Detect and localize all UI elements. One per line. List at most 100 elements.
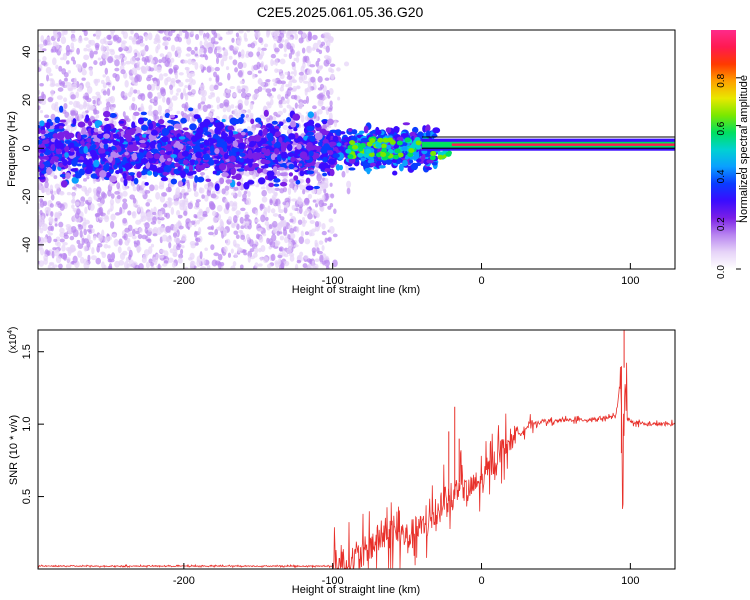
spectrogram-blob xyxy=(237,128,243,132)
spectrogram-blob xyxy=(308,31,312,37)
spectrogram-blob xyxy=(49,83,56,88)
spectrogram-blob xyxy=(274,58,279,66)
spectrogram-blob xyxy=(39,110,44,114)
spectrogram-blob xyxy=(271,120,278,125)
spectrogram-blob xyxy=(122,250,128,256)
spectrogram-blob xyxy=(210,193,217,199)
spectrogram-blob xyxy=(164,112,171,118)
spectrogram-blob xyxy=(394,148,401,154)
spectrogram-blob xyxy=(92,99,96,105)
spectrogram-blob xyxy=(294,33,299,40)
spectrogram-blob xyxy=(202,213,208,218)
spectrogram-blob xyxy=(291,198,298,202)
spectrogram-blob xyxy=(107,189,112,197)
spectrogram-blob xyxy=(266,101,271,106)
spectrogram-blob xyxy=(256,167,262,174)
spectrogram-blob xyxy=(134,135,140,142)
spectrogram-blob xyxy=(87,254,91,262)
spectrogram-blob xyxy=(165,134,174,138)
spectrogram-blob xyxy=(209,152,217,156)
spectrogram-blob xyxy=(430,150,437,156)
spectrogram-blob xyxy=(277,94,282,100)
spectrogram-blob xyxy=(341,170,346,178)
spectrogram-blob xyxy=(181,245,185,249)
spectrogram-blob xyxy=(257,86,263,92)
spectrogram-blob xyxy=(311,247,317,254)
spectrogram-blob xyxy=(162,171,169,176)
spectrogram-blob xyxy=(186,181,191,190)
spectrogram-blob xyxy=(262,256,269,264)
spectrogram-blob xyxy=(253,252,258,258)
spectrogram-blob xyxy=(188,222,193,228)
spectrogram-blob xyxy=(330,193,335,199)
spectrogram-blob xyxy=(78,113,83,121)
spectrogram-blob xyxy=(136,184,141,192)
spectrogram-blob xyxy=(232,201,238,207)
spectrogram-blob xyxy=(317,99,324,107)
spectrogram-blob xyxy=(414,152,420,160)
spectrogram-blob xyxy=(309,64,316,68)
spectrogram-blob xyxy=(298,236,305,245)
spectrogram-blob xyxy=(298,71,304,76)
spectrogram-blob xyxy=(260,50,265,57)
spectrogram-blob xyxy=(148,54,153,61)
spectrogram-blob xyxy=(93,110,100,115)
spectrogram-blob xyxy=(208,77,212,82)
spectrogram-blob xyxy=(263,109,269,117)
spectrogram-blob xyxy=(307,263,312,269)
spectrogram-blob xyxy=(264,64,269,70)
spectrogram-blob xyxy=(298,37,304,44)
spectrogram-blob xyxy=(294,263,299,269)
spectrogram-blob xyxy=(177,166,182,171)
spectrogram-blob xyxy=(225,66,230,71)
spectrogram-blob xyxy=(60,36,67,45)
spectrogram-blob xyxy=(314,123,321,128)
spectrogram-blob xyxy=(280,144,287,153)
spectrogram-blob xyxy=(155,191,161,200)
y-tick-label: 20 xyxy=(21,94,33,106)
spectrogram-blob xyxy=(317,58,321,62)
spectrogram-blob xyxy=(103,143,109,150)
spectrogram-blob xyxy=(378,165,386,169)
spectrogram-blob xyxy=(222,228,228,237)
spectrogram-blob xyxy=(170,44,176,52)
spectrogram-blob xyxy=(195,151,202,159)
spectrogram-blob xyxy=(49,218,54,225)
spectrogram-blob xyxy=(329,63,336,68)
spectrogram-blob xyxy=(404,137,411,143)
spectrogram-blob xyxy=(233,46,240,51)
spectrogram-blob xyxy=(304,156,310,161)
spectrogram-blob xyxy=(92,33,97,37)
spectrogram-blob xyxy=(306,131,315,136)
spectrogram-blob xyxy=(276,230,281,236)
spectrogram-blob xyxy=(242,62,247,69)
spectrogram-blob xyxy=(158,30,165,34)
spectrogram-blob xyxy=(312,199,317,203)
spectrogram-blob xyxy=(65,172,71,179)
spectrogram-blob xyxy=(211,210,217,217)
spectrogram-blob xyxy=(339,131,346,135)
spectrogram-blob xyxy=(257,263,263,267)
spectrogram-blob xyxy=(243,32,247,40)
snr-panel: -200 -100 0 100 0.51.01.5 Height of straigh… xyxy=(7,327,676,596)
spectrogram-blob xyxy=(252,93,257,101)
spectrogram-blob xyxy=(54,183,60,190)
spectrogram-blob xyxy=(208,231,214,236)
spectrogram-blob xyxy=(97,57,102,61)
spectrogram-blob xyxy=(279,73,285,80)
spectrogram-blob xyxy=(251,152,259,160)
spectrogram-blob xyxy=(229,152,237,157)
spectrogram-blob xyxy=(158,59,163,64)
spectrogram-blob xyxy=(286,30,292,37)
spectrogram-blob xyxy=(148,154,154,159)
spectrogram-blob xyxy=(431,161,438,166)
spectrogram-blob xyxy=(329,100,333,107)
spectrogram-blob xyxy=(212,170,217,175)
spectrogram-blob xyxy=(239,216,244,224)
spectrogram-blob xyxy=(89,39,96,46)
spectrogram-blob xyxy=(165,30,170,38)
spectrogram-blob xyxy=(336,142,342,147)
spectrogram-blob xyxy=(136,204,141,213)
spectrogram-blob xyxy=(217,82,223,86)
spectrogram-blob xyxy=(186,141,193,145)
